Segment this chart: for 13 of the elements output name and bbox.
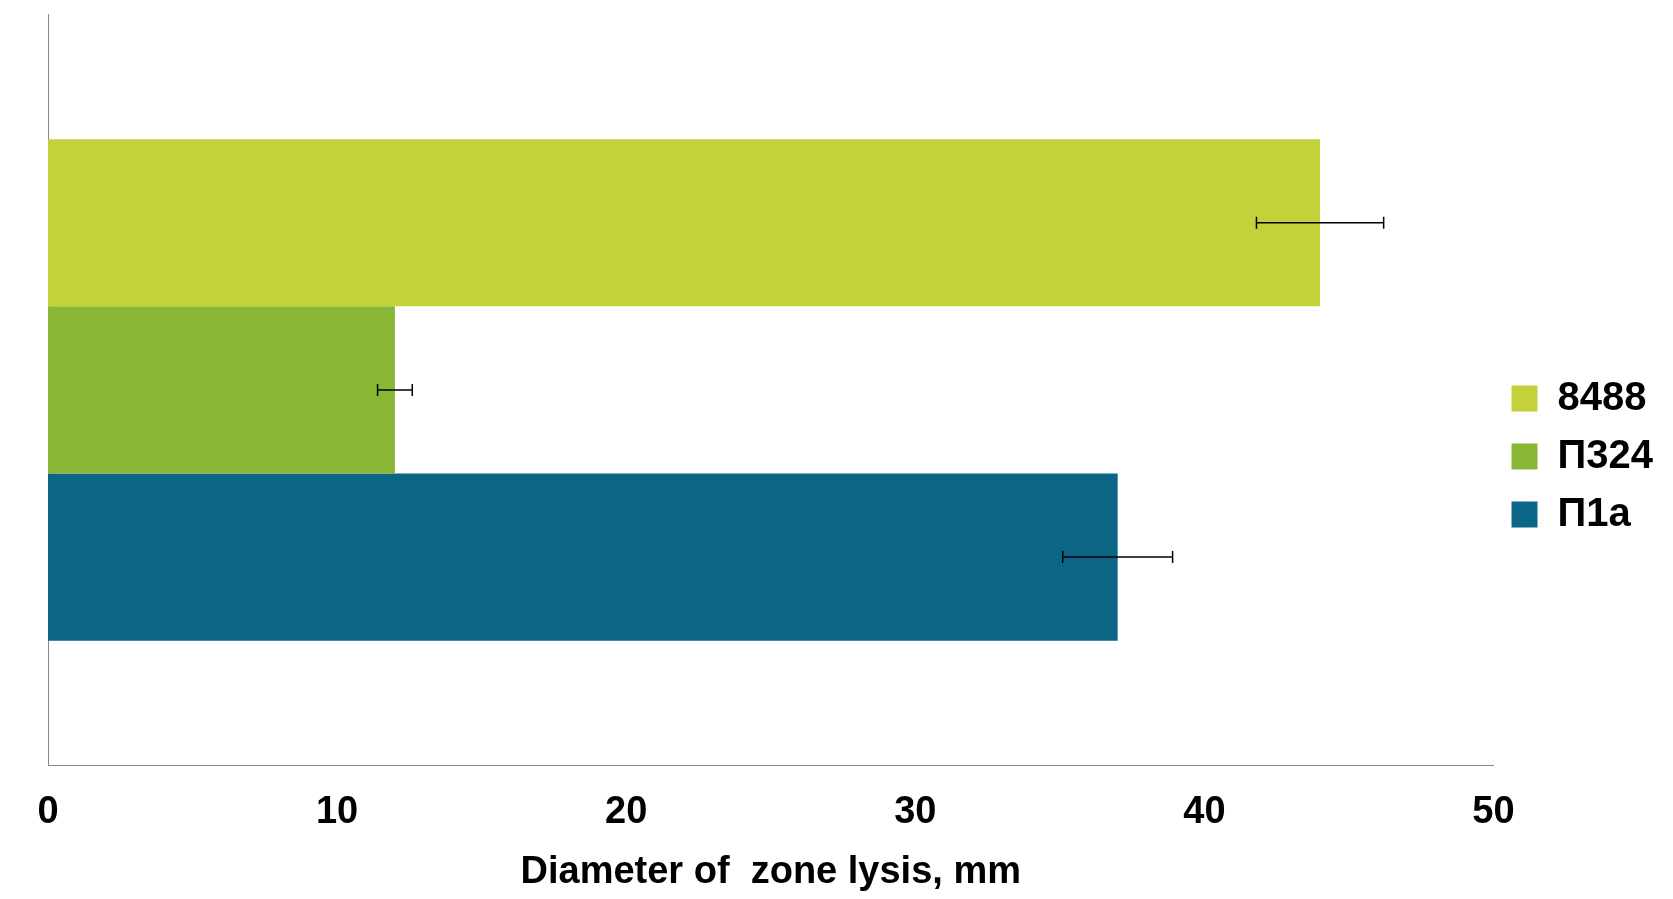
x-axis-title: Diameter of zone lysis, mm (520, 848, 1022, 891)
x-tick-label: 10 (315, 789, 359, 832)
legend-label: 8488 (1557, 373, 1647, 418)
x-tick-label: 50 (1472, 789, 1515, 832)
x-tick-label: 0 (37, 789, 59, 832)
x-tick-label: 20 (605, 789, 648, 832)
legend-label: П1а (1557, 489, 1632, 534)
x-tick-label: 30 (894, 789, 937, 832)
bar (48, 139, 1321, 307)
legend-label: П324 (1557, 431, 1654, 476)
bar (48, 473, 1118, 641)
x-tick-label: 40 (1183, 789, 1226, 832)
bar (48, 306, 395, 474)
